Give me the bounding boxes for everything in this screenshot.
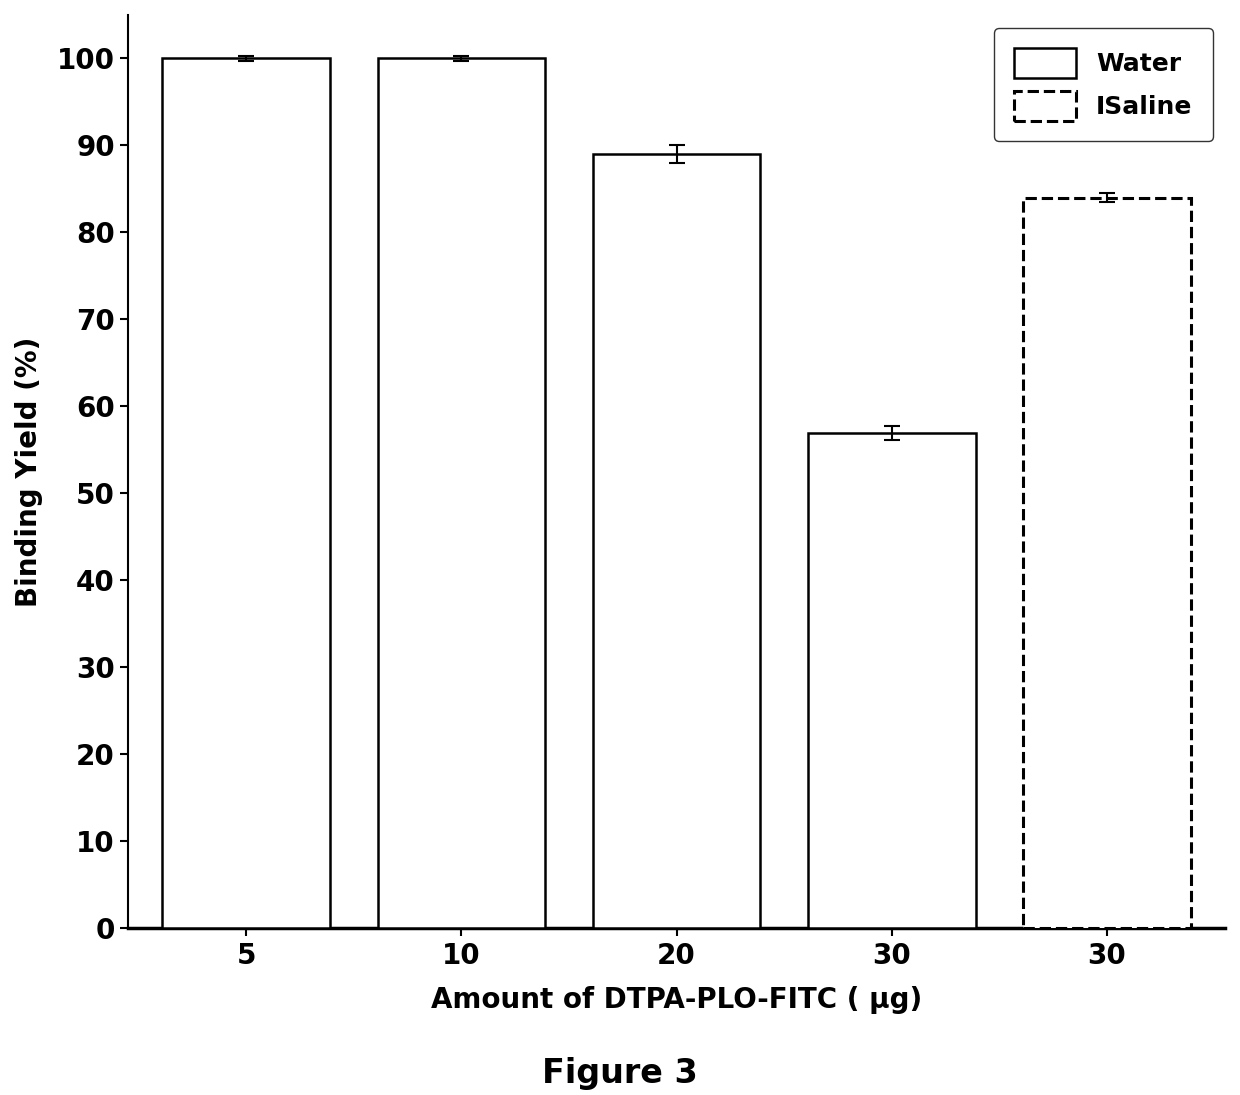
Text: Figure 3: Figure 3 (542, 1057, 698, 1090)
Bar (593, 154, 760, 929)
Y-axis label: Binding Yield (%): Binding Yield (%) (15, 336, 43, 607)
X-axis label: Amount of DTPA-PLO-FITC ( μg): Amount of DTPA-PLO-FITC ( μg) (432, 987, 923, 1014)
Legend: Water, ISaline: Water, ISaline (993, 27, 1213, 141)
Bar (1023, 198, 1190, 929)
Bar (377, 58, 546, 929)
Bar (807, 433, 976, 929)
Bar (162, 58, 330, 929)
